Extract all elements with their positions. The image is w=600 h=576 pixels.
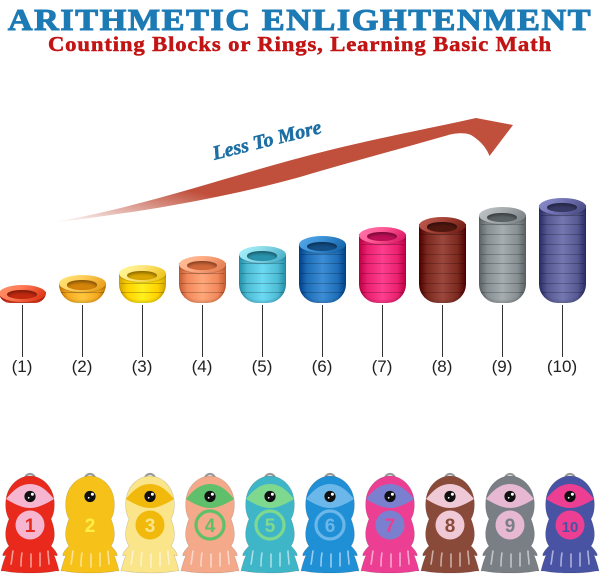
svg-text:6: 6 — [325, 516, 336, 537]
svg-text:1: 1 — [25, 516, 36, 537]
svg-text:8: 8 — [445, 516, 456, 537]
svg-text:4: 4 — [205, 516, 216, 537]
svg-text:5: 5 — [265, 516, 276, 537]
svg-text:10: 10 — [562, 519, 579, 536]
svg-text:2: 2 — [85, 516, 96, 537]
svg-text:9: 9 — [505, 516, 516, 537]
svg-text:3: 3 — [145, 516, 156, 537]
svg-text:7: 7 — [385, 516, 396, 537]
